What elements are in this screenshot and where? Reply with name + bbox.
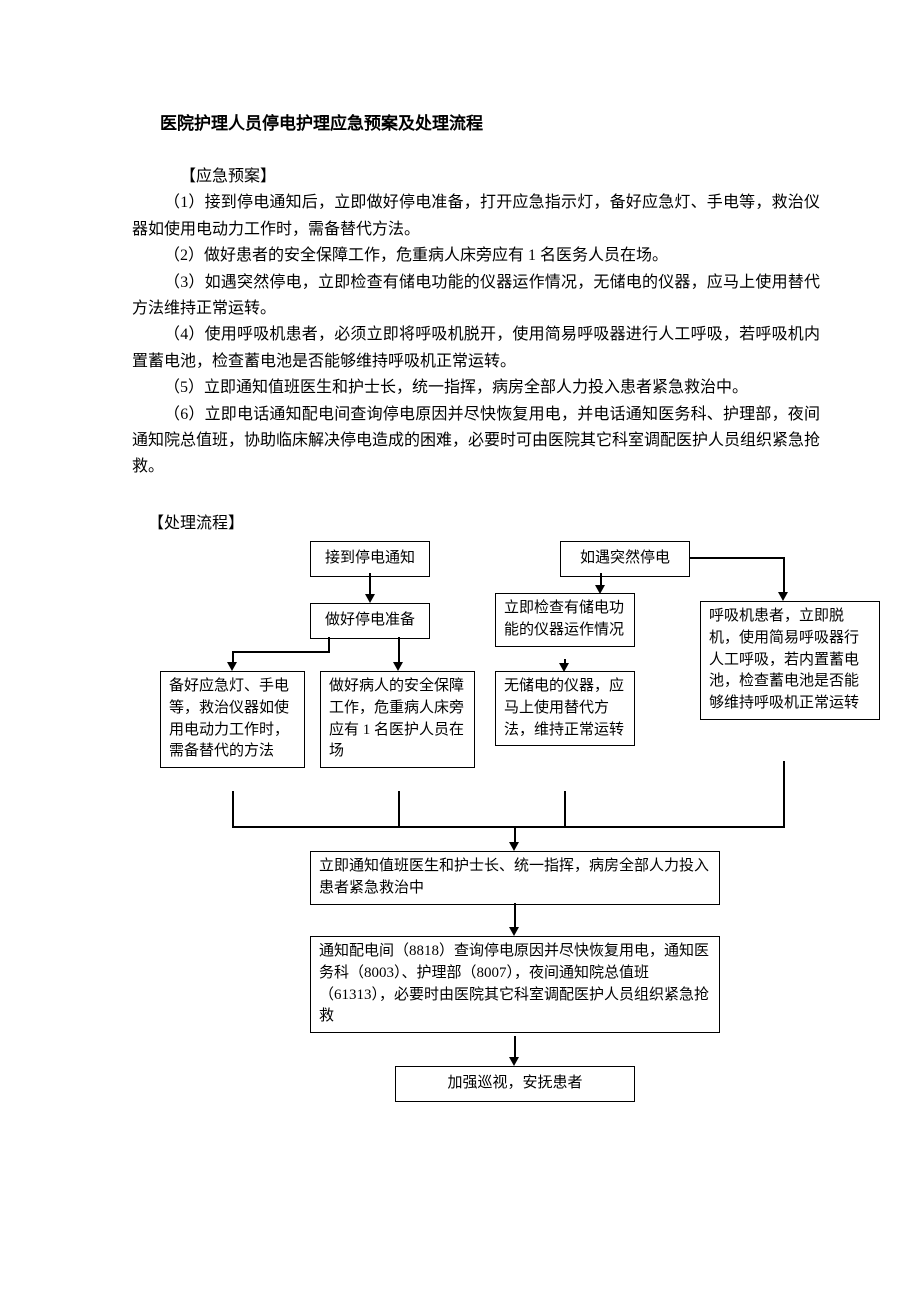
flow-node-check-stored: 立即检查有储电功能的仪器运作情况 [495, 593, 635, 647]
arrow-down-icon [509, 842, 519, 851]
paragraph-2: （2）做好患者的安全保障工作，危重病人床旁应有 1 名医务人员在场。 [132, 243, 820, 269]
connector-line [232, 826, 785, 828]
connector-line [398, 791, 400, 826]
flow-node-patrol: 加强巡视，安抚患者 [395, 1066, 635, 1102]
flow-node-notify-doctor: 立即通知值班医生和护士长、统一指挥，病房全部人力投入患者紧急救治中 [310, 851, 720, 905]
arrow-down-icon [393, 662, 403, 671]
paragraph-3: （3）如遇突然停电，立即检查有储电功能的仪器运作情况，无储电的仪器，应马上使用替… [132, 270, 820, 323]
paragraph-4: （4）使用呼吸机患者，必须立即将呼吸机脱开，使用简易呼吸器进行人工呼吸，若呼吸机… [132, 322, 820, 375]
section-process-label: 【处理流程】 [148, 511, 820, 537]
arrow-down-icon [509, 1057, 519, 1066]
flow-node-prepare-lights: 备好应急灯、手电等，救治仪器如使用电动力工作时，需备替代的方法 [160, 671, 305, 768]
paragraph-5: （5）立即通知值班医生和护士长，统一指挥，病房全部人力投入患者紧急救治中。 [132, 375, 820, 401]
arrow-down-icon [365, 594, 375, 603]
connector-line [514, 1036, 516, 1058]
connector-line [783, 557, 785, 593]
flow-node-ventilator: 呼吸机患者，立即脱机，使用简易呼吸器行人工呼吸，若内置蓄电池，检查蓄电池是否能够… [700, 601, 880, 720]
flow-node-notify-depts: 通知配电间（8818）查询停电原因并尽快恢复用电，通知医务科（8003）、护理部… [310, 936, 720, 1033]
flow-node-prepare: 做好停电准备 [310, 603, 430, 639]
flow-node-patient-safety: 做好病人的安全保障工作，危重病人床旁应有 1 名医护人员在场 [320, 671, 475, 768]
flow-node-no-storage: 无储电的仪器，应马上使用替代方法，维持正常运转 [495, 671, 635, 746]
connector-line [514, 903, 516, 928]
document-page: 医院护理人员停电护理应急预案及处理流程 【应急预案】 （1）接到停电通知后，立即… [0, 0, 920, 1181]
document-title: 医院护理人员停电护理应急预案及处理流程 [160, 110, 820, 138]
paragraph-1: （1）接到停电通知后，立即做好停电准备，打开应急指示灯，备好应急灯、手电等，救治… [132, 190, 820, 243]
connector-line [369, 573, 371, 595]
connector-line [783, 761, 785, 826]
connector-line [232, 651, 330, 653]
flowchart: 接到停电通知 如遇突然停电 做好停电准备 立即检查有储电功能的仪器运作情况 备好… [160, 541, 880, 1121]
arrow-down-icon [778, 592, 788, 601]
arrow-down-icon [559, 663, 569, 672]
paragraph-6: （6）立即电话通知配电间查询停电原因并尽快恢复用电，并电话通知医务科、护理部，夜… [132, 402, 820, 481]
connector-line [398, 637, 400, 663]
flow-node-sudden-outage: 如遇突然停电 [560, 541, 690, 577]
arrow-down-icon [595, 585, 605, 594]
flow-node-receive-notice: 接到停电通知 [310, 541, 430, 577]
connector-line [690, 557, 785, 559]
arrow-down-icon [509, 927, 519, 936]
arrow-down-icon [227, 662, 237, 671]
connector-line [564, 791, 566, 826]
section-emergency-plan-label: 【应急预案】 [180, 164, 820, 190]
connector-line [232, 791, 234, 826]
